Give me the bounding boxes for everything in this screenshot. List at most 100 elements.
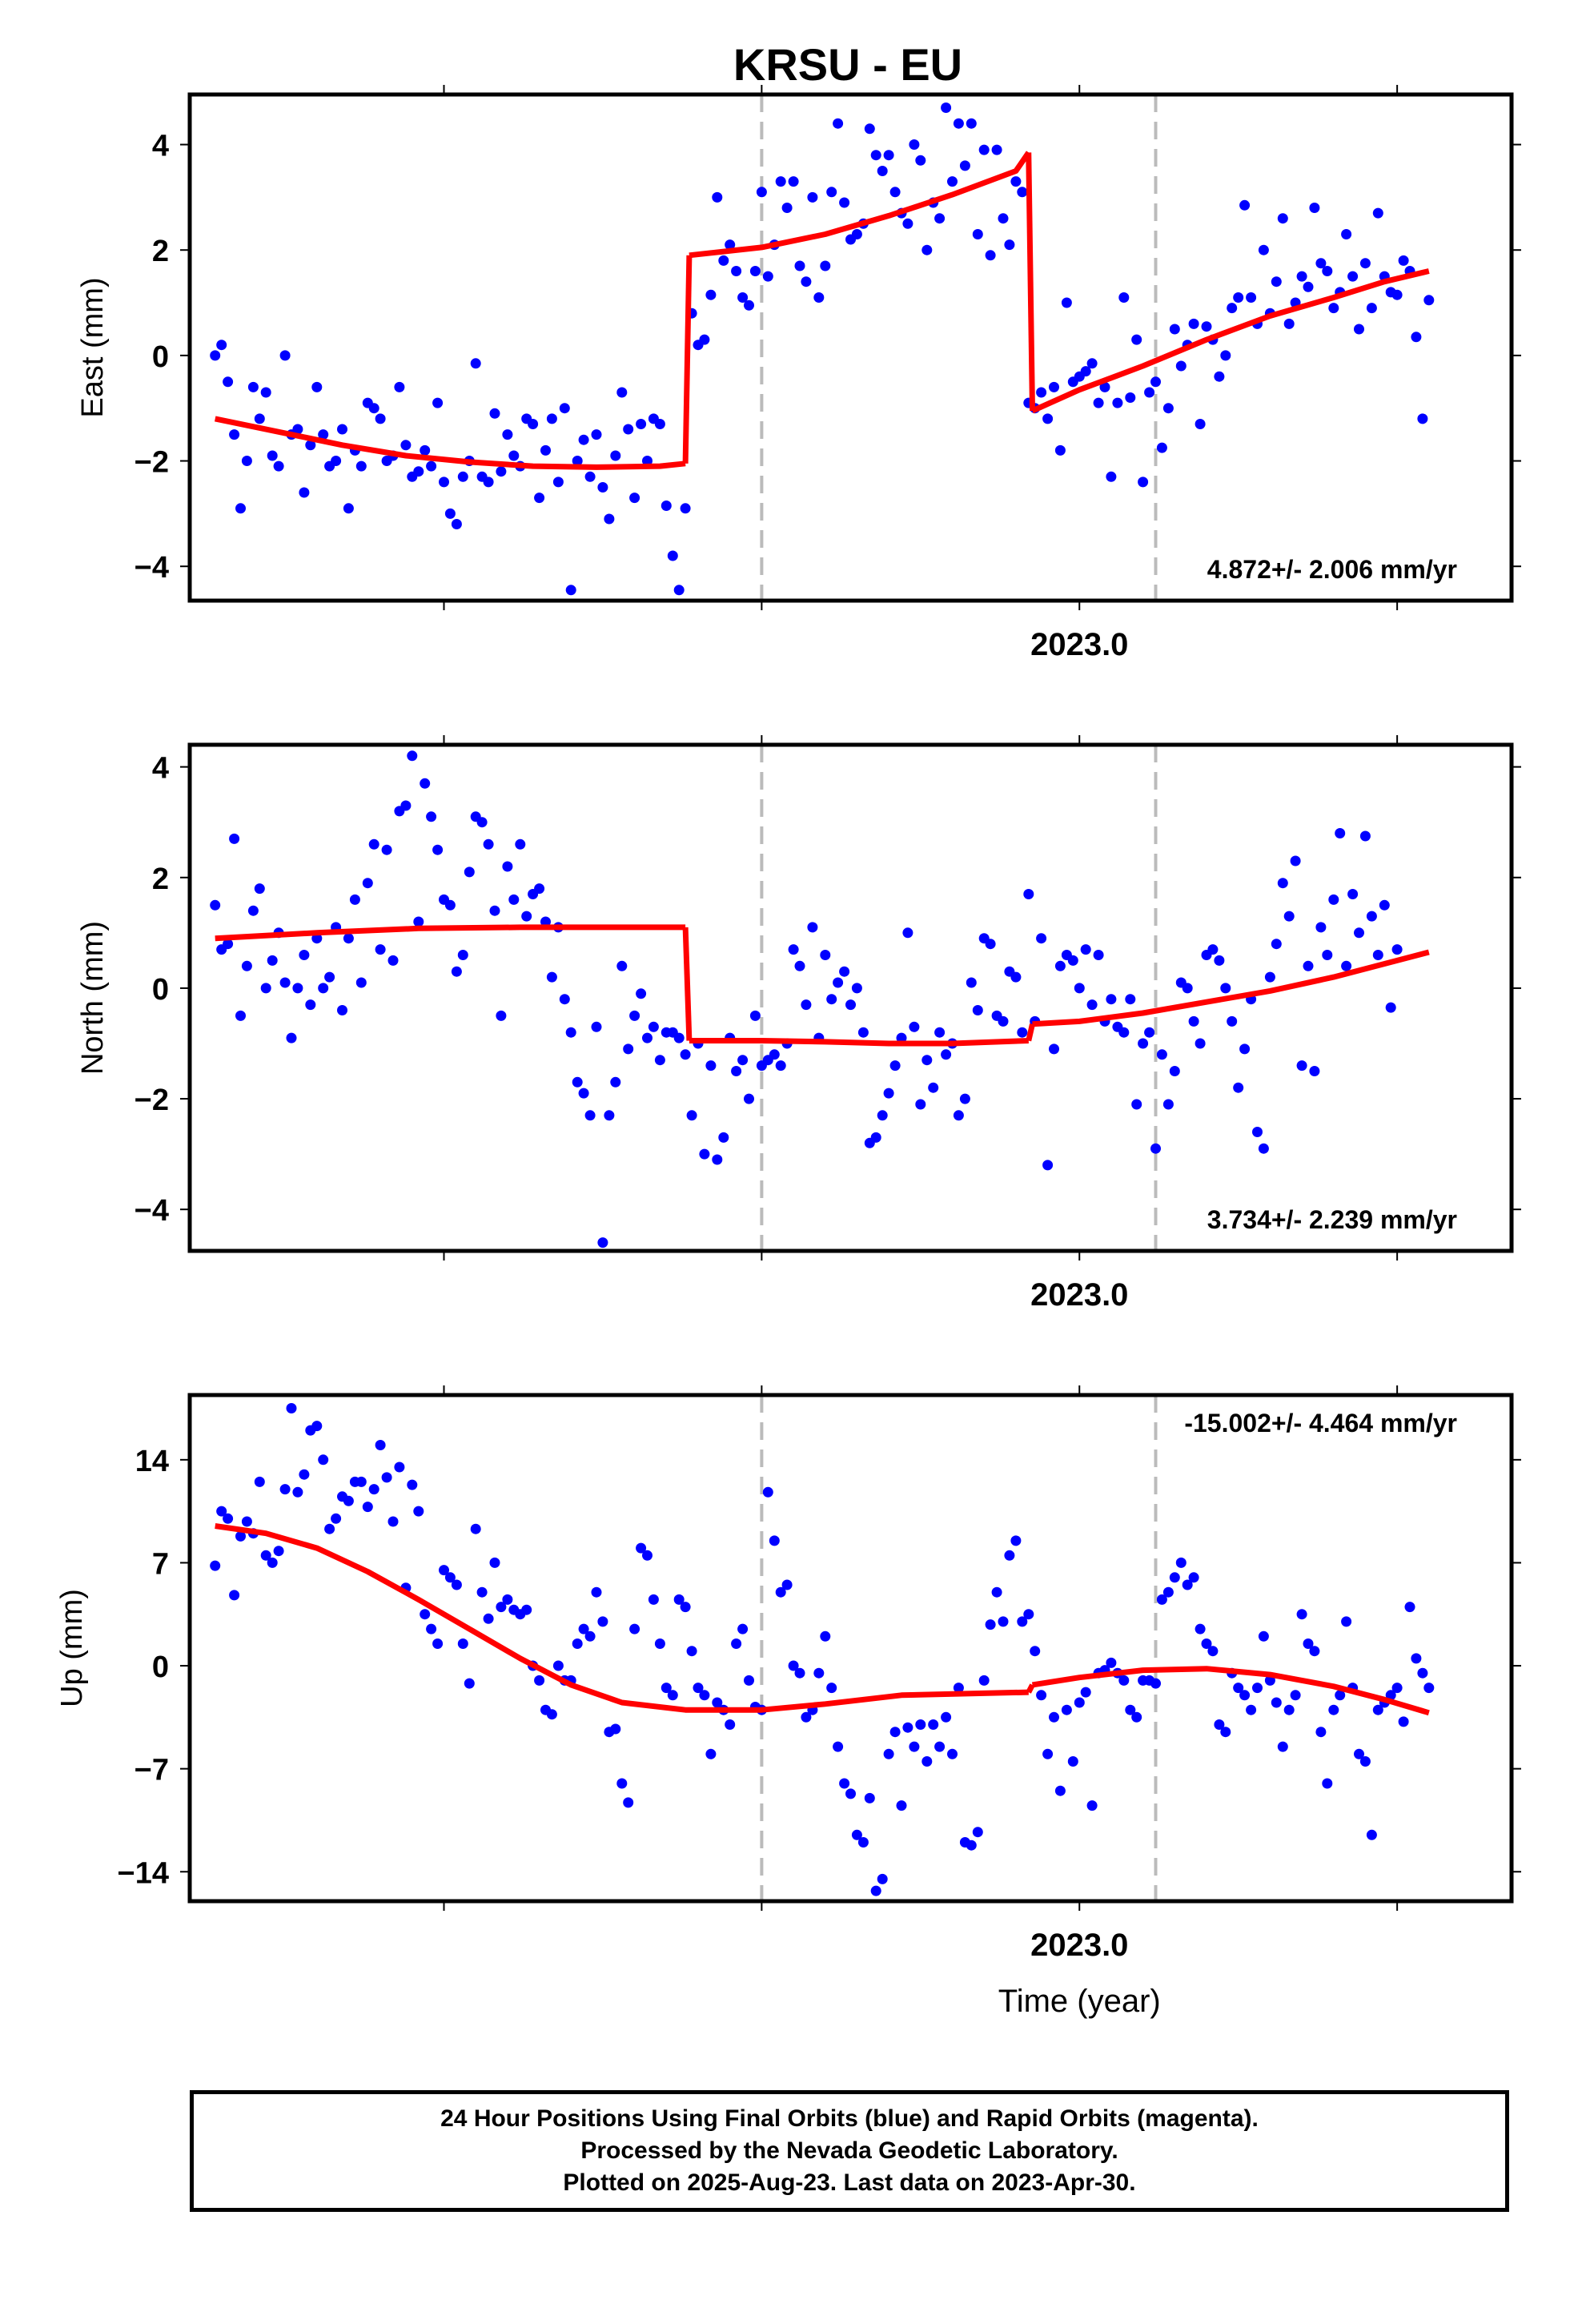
data-point: [1341, 960, 1352, 971]
chart-title: KRSU - EU: [733, 39, 962, 90]
x-axis-label: Time (year): [998, 1984, 1161, 2019]
data-point: [1207, 944, 1219, 955]
data-point: [1049, 1711, 1059, 1723]
panel-up: 2023.0 −14 −7 0 7 14 Up (mm) Time (year) -15.002…: [55, 1385, 1521, 2019]
data-point: [1054, 1785, 1066, 1796]
data-point: [528, 419, 539, 429]
data-point: [597, 1237, 608, 1248]
data-point: [235, 1010, 246, 1021]
data-point: [1093, 397, 1104, 408]
data-point: [1169, 1066, 1180, 1076]
data-point: [1391, 944, 1403, 955]
data-point: [1017, 187, 1028, 198]
data-point: [1277, 878, 1288, 889]
data-point: [877, 166, 888, 176]
data-point: [1080, 944, 1091, 955]
data-point: [966, 1839, 977, 1851]
data-point: [407, 1479, 418, 1490]
data-point: [496, 1602, 507, 1613]
data-point: [909, 1021, 920, 1032]
data-point: [444, 1572, 456, 1583]
data-point: [565, 585, 576, 596]
data-point: [451, 966, 462, 977]
data-point: [725, 1719, 736, 1730]
data-point: [546, 413, 557, 424]
data-point: [1036, 933, 1047, 944]
data-point: [534, 493, 545, 504]
data-point: [241, 960, 252, 971]
fit-offset-jump: [1026, 152, 1036, 412]
data-point: [1214, 955, 1225, 966]
data-point: [508, 894, 520, 905]
data-point: [260, 983, 271, 994]
data-point: [699, 1690, 710, 1701]
data-point: [616, 387, 628, 398]
data-point: [1398, 255, 1409, 266]
data-point: [947, 176, 958, 187]
data-point: [813, 1667, 825, 1679]
data-point: [889, 187, 901, 198]
data-point: [552, 476, 564, 488]
data-point: [820, 1630, 831, 1642]
data-point: [1106, 471, 1117, 482]
fit-offset-jump: [682, 927, 693, 1041]
data-point: [343, 1495, 354, 1506]
data-point: [1341, 229, 1352, 239]
data-point: [387, 955, 399, 966]
data-point: [1283, 1704, 1295, 1715]
data-point: [1283, 911, 1295, 922]
data-point: [451, 1579, 462, 1590]
fit-line: [215, 924, 686, 942]
data-point: [229, 1590, 240, 1601]
data-points: [210, 750, 1403, 1248]
data-point: [775, 176, 786, 187]
data-point: [502, 861, 513, 872]
data-point: [756, 187, 767, 198]
data-points: [210, 103, 1435, 596]
data-point: [737, 292, 749, 303]
data-point: [1054, 444, 1066, 456]
data-point: [1131, 1711, 1142, 1723]
data-point: [1074, 1697, 1085, 1708]
data-point: [1150, 1678, 1161, 1689]
data-point: [1379, 899, 1390, 911]
y-tick-label: 2: [152, 235, 169, 268]
data-point: [978, 1675, 990, 1686]
data-point: [394, 381, 405, 392]
rate-label: 3.734+/- 2.239 mm/yr: [1207, 1205, 1457, 1234]
data-point: [966, 118, 977, 129]
data-point: [578, 1623, 589, 1634]
data-point: [1144, 1027, 1155, 1038]
data-point: [1214, 371, 1225, 382]
data-point: [1354, 927, 1364, 939]
data-point: [483, 838, 494, 850]
data-point: [470, 358, 481, 369]
data-point: [1283, 318, 1295, 329]
data-point: [1162, 1099, 1174, 1110]
data-point: [1131, 1099, 1142, 1110]
data-point: [673, 1594, 685, 1605]
data-point: [286, 1403, 297, 1413]
data-point: [331, 1513, 342, 1524]
fit-line: [214, 416, 686, 470]
data-point: [241, 1516, 252, 1527]
data-point: [623, 1043, 634, 1055]
data-point: [654, 1638, 665, 1649]
data-point: [1182, 983, 1193, 994]
data-point: [451, 519, 462, 529]
data-point: [769, 1535, 780, 1546]
data-point: [680, 1602, 691, 1613]
data-point: [915, 1099, 926, 1110]
data-point: [368, 403, 379, 414]
data-point: [610, 1076, 621, 1088]
data-point: [833, 1741, 844, 1752]
data-point: [1290, 1690, 1301, 1701]
data-point: [744, 300, 754, 311]
data-point: [864, 1792, 875, 1803]
data-point: [439, 1565, 449, 1576]
y-tick-label: −7: [135, 1754, 169, 1787]
data-point: [1125, 1704, 1136, 1715]
data-point: [254, 883, 265, 895]
data-point: [636, 988, 647, 999]
data-point: [801, 999, 812, 1011]
